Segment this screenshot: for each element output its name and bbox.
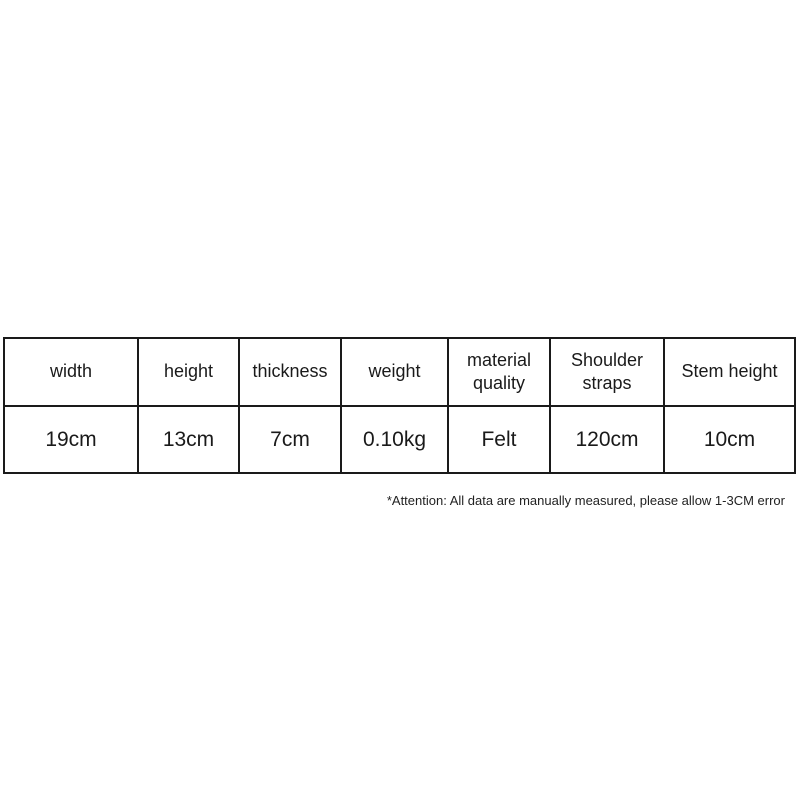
header-cell-shoulder-straps: Shoulder straps bbox=[549, 337, 665, 407]
spec-table-header-row: width height thickness weight material q… bbox=[3, 337, 796, 407]
value-cell-stem-height: 10cm bbox=[663, 405, 796, 474]
header-cell-material-quality: material quality bbox=[447, 337, 551, 407]
header-cell-stem-height: Stem height bbox=[663, 337, 796, 407]
value-cell-shoulder-straps: 120cm bbox=[549, 405, 665, 474]
value-cell-weight: 0.10kg bbox=[340, 405, 449, 474]
attention-note: *Attention: All data are manually measur… bbox=[386, 493, 785, 508]
value-cell-material-quality: Felt bbox=[447, 405, 551, 474]
value-cell-width: 19cm bbox=[3, 405, 139, 474]
header-cell-width: width bbox=[3, 337, 139, 407]
spec-table: width height thickness weight material q… bbox=[3, 337, 796, 474]
value-cell-thickness: 7cm bbox=[238, 405, 342, 474]
value-cell-height: 13cm bbox=[137, 405, 240, 474]
header-cell-thickness: thickness bbox=[238, 337, 342, 407]
header-cell-weight: weight bbox=[340, 337, 449, 407]
header-cell-height: height bbox=[137, 337, 240, 407]
spec-table-value-row: 19cm 13cm 7cm 0.10kg Felt 120cm 10cm bbox=[3, 405, 796, 474]
